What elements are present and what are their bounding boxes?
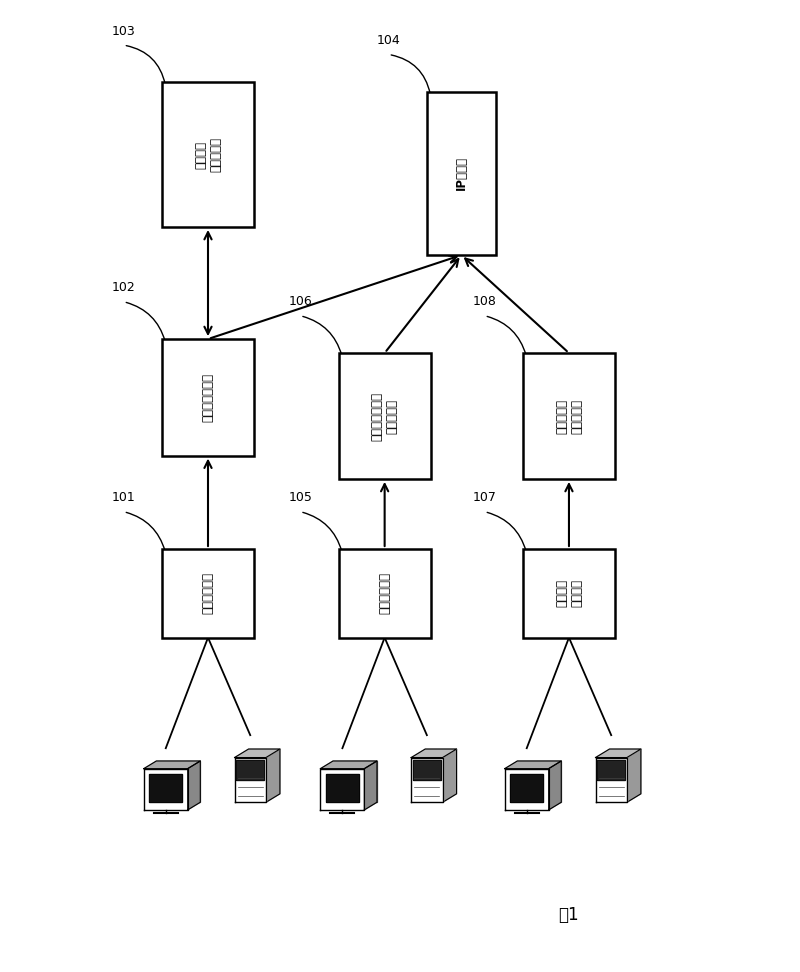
Text: 102: 102 <box>112 281 135 295</box>
Polygon shape <box>266 749 280 802</box>
Text: 101: 101 <box>112 491 135 504</box>
Polygon shape <box>411 749 457 757</box>
Text: 图1: 图1 <box>558 906 579 924</box>
Polygon shape <box>595 749 641 757</box>
Text: 107: 107 <box>473 491 497 504</box>
Polygon shape <box>234 749 280 757</box>
Polygon shape <box>549 761 562 810</box>
Text: 104: 104 <box>377 34 400 47</box>
Polygon shape <box>597 760 626 780</box>
Polygon shape <box>595 757 627 802</box>
Polygon shape <box>144 769 188 810</box>
Text: 105: 105 <box>288 491 312 504</box>
Polygon shape <box>411 757 442 802</box>
Text: 光纤到户终端机: 光纤到户终端机 <box>202 373 214 422</box>
Bar <box>162 549 254 638</box>
Polygon shape <box>144 761 200 769</box>
Bar <box>162 83 254 227</box>
Polygon shape <box>364 761 377 810</box>
Polygon shape <box>442 749 457 802</box>
Polygon shape <box>505 761 562 769</box>
Text: 108: 108 <box>473 295 497 308</box>
Polygon shape <box>333 761 377 802</box>
Bar <box>523 549 615 638</box>
Polygon shape <box>236 760 264 780</box>
Bar <box>162 339 254 456</box>
Bar <box>523 353 615 479</box>
Polygon shape <box>505 769 549 810</box>
Text: IP路由器: IP路由器 <box>455 156 468 191</box>
Bar <box>338 353 430 479</box>
Text: 电缆网络设备: 电缆网络设备 <box>378 573 391 614</box>
Polygon shape <box>413 760 441 780</box>
Polygon shape <box>150 774 182 802</box>
Polygon shape <box>234 757 266 802</box>
Text: 106: 106 <box>288 295 312 308</box>
Text: 铜线环路
网络设备: 铜线环路 网络设备 <box>555 579 583 608</box>
Polygon shape <box>321 769 364 810</box>
Polygon shape <box>321 761 377 769</box>
Text: 103: 103 <box>112 24 135 38</box>
Polygon shape <box>627 749 641 802</box>
Bar <box>338 549 430 638</box>
Polygon shape <box>326 774 359 802</box>
Text: 电缆调解调服务
系统服务器: 电缆调解调服务 系统服务器 <box>370 392 398 440</box>
Polygon shape <box>156 761 200 802</box>
Text: 异步传输
模式交换机: 异步传输 模式交换机 <box>194 137 222 172</box>
Polygon shape <box>518 761 562 802</box>
Text: 数字用户线
接入复用器: 数字用户线 接入复用器 <box>555 399 583 434</box>
Polygon shape <box>188 761 200 810</box>
Text: 光纤网络设备: 光纤网络设备 <box>202 573 214 614</box>
Polygon shape <box>510 774 543 802</box>
Bar <box>427 91 496 255</box>
